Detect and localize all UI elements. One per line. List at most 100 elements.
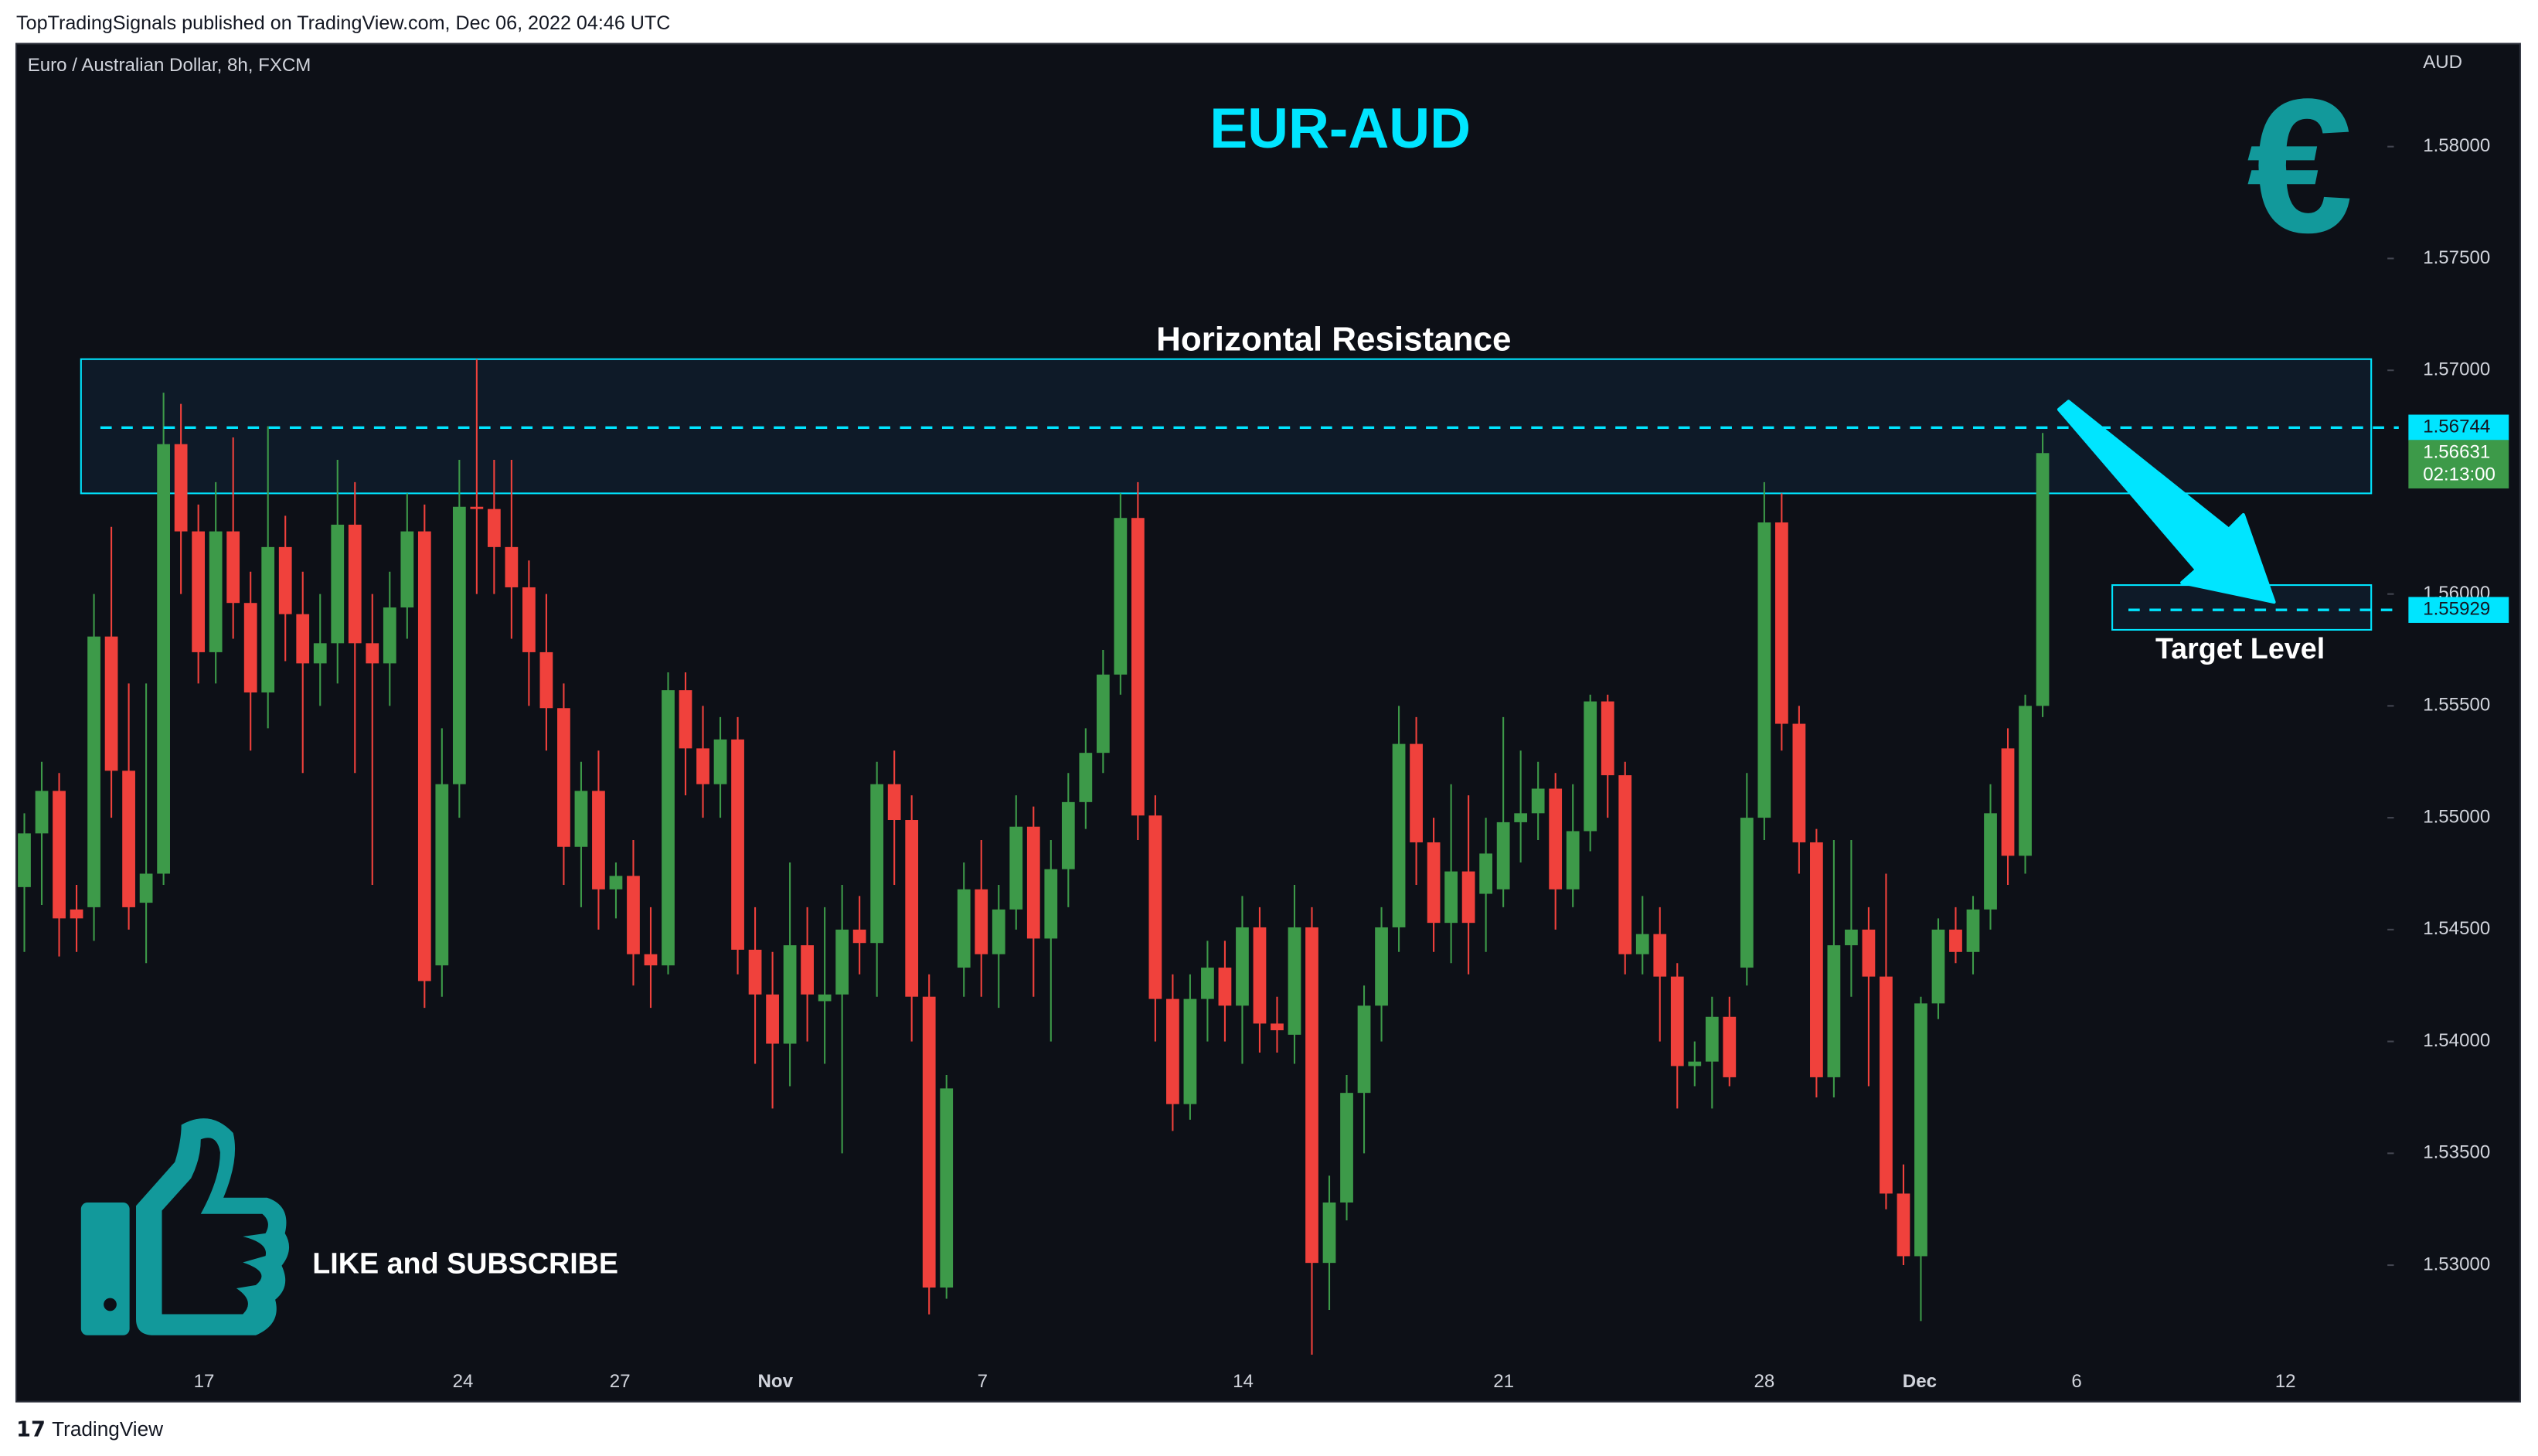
x-tick-label: 21 [1493, 1371, 1514, 1392]
target-price-box [2408, 597, 2509, 623]
candle-body [1026, 826, 1040, 939]
candle-body [1392, 743, 1406, 927]
candle-body [313, 643, 327, 664]
candle-body [261, 546, 275, 693]
candle-body [18, 833, 31, 887]
candle-body [1774, 522, 1788, 724]
candle-body [1009, 826, 1023, 910]
x-tick-label: 28 [1754, 1371, 1774, 1392]
candle-body [574, 791, 588, 847]
candle-body [1601, 701, 1614, 776]
target-label: Target Level [2155, 632, 2325, 665]
candle-body [1705, 1016, 1719, 1062]
candle-body [505, 546, 519, 587]
tv-logo: 𝟭𝟳 [16, 1417, 46, 1441]
candle-body [104, 636, 118, 771]
candle-body [1444, 871, 1458, 924]
candle-body [1061, 801, 1075, 869]
candle-body [870, 784, 884, 944]
candle-body [278, 546, 292, 614]
candle-body [1635, 934, 1649, 954]
candle-body [383, 607, 396, 664]
candle-body [644, 954, 658, 966]
candle-body [662, 690, 675, 966]
candle-body [957, 889, 971, 968]
candle-body [922, 996, 936, 1288]
countdown: 02:13:00 [2423, 464, 2495, 485]
candle-body [243, 603, 257, 693]
candle-body [417, 531, 431, 981]
candle-body [348, 524, 362, 644]
candle-body [1897, 1193, 1910, 1257]
candle-body [1427, 842, 1441, 924]
candle-body [1148, 815, 1162, 999]
candle-body [209, 531, 223, 652]
y-tick-label: 1.55000 [2423, 806, 2490, 827]
last-price-box [2408, 440, 2509, 489]
x-tick-label: Nov [757, 1371, 793, 1392]
candle-body [975, 889, 988, 954]
y-tick-label: 1.53500 [2423, 1142, 2490, 1163]
x-tick-label: 27 [610, 1371, 631, 1392]
candle-body [1688, 1061, 1702, 1066]
candle-body [1949, 929, 1962, 952]
candle-body [1357, 1005, 1371, 1094]
candle-body [296, 614, 310, 664]
candle-body [1410, 743, 1423, 842]
x-tick-label: Dec [1903, 1371, 1937, 1392]
candle-body [1549, 788, 1563, 890]
candle-body [1792, 723, 1806, 842]
footer: TradingView [52, 1417, 163, 1441]
x-tick-label: 12 [2275, 1371, 2296, 1392]
candle-body [557, 708, 570, 847]
candle-body [1236, 927, 1249, 1006]
euro-icon: € [2247, 60, 2353, 273]
candle-body [679, 690, 692, 749]
candle-body [1375, 927, 1388, 1006]
candle-body [1183, 998, 1197, 1104]
candle-body [139, 873, 153, 903]
candle-body [435, 784, 449, 966]
candle-body [713, 739, 727, 784]
candle-body [1984, 813, 1997, 910]
candle-body [783, 945, 797, 1044]
candle-body [1827, 945, 1841, 1077]
resistance-zone [80, 358, 2373, 495]
candle-body [1931, 929, 1945, 1004]
candle-body [1114, 518, 1128, 675]
candle-body [1740, 818, 1754, 968]
candle-body [400, 531, 414, 608]
candle-body [2001, 748, 2015, 856]
candle-body [1966, 909, 1980, 952]
x-tick-label: 14 [1233, 1371, 1254, 1392]
last-price: 1.56631 [2423, 441, 2490, 462]
candle-body [1670, 976, 1684, 1066]
candle-body [1618, 775, 1632, 954]
candle-body [818, 994, 832, 1002]
candle-body [366, 643, 379, 664]
candle-body [887, 784, 901, 821]
candle-body [487, 509, 501, 547]
chart-panel [15, 43, 2521, 1403]
candle-body [1479, 853, 1493, 894]
target-arrow [2057, 400, 2276, 604]
y-tick-label: 1.53000 [2423, 1254, 2490, 1274]
y-tick-label: 1.54000 [2423, 1030, 2490, 1051]
candle-body [2019, 706, 2032, 856]
candle-body [87, 636, 100, 907]
candle-body [992, 909, 1005, 954]
symbol-info: Euro / Australian Dollar, 8h, FXCM [28, 55, 311, 76]
candle-body [905, 820, 919, 997]
candle-body [696, 748, 709, 784]
candle-body [1845, 929, 1858, 946]
resistance-price-box [2408, 414, 2509, 441]
candle-body [1218, 968, 1232, 1006]
plot-area: 1.53000 1.53500 1.54000 1.54500 1.55000 1.555… [18, 135, 2509, 1392]
candle-body [1253, 927, 1267, 1024]
candle-body [452, 506, 466, 784]
candle-body [331, 524, 345, 644]
candle-body [1914, 1003, 1927, 1257]
thumbs-up-detail [162, 1138, 268, 1315]
